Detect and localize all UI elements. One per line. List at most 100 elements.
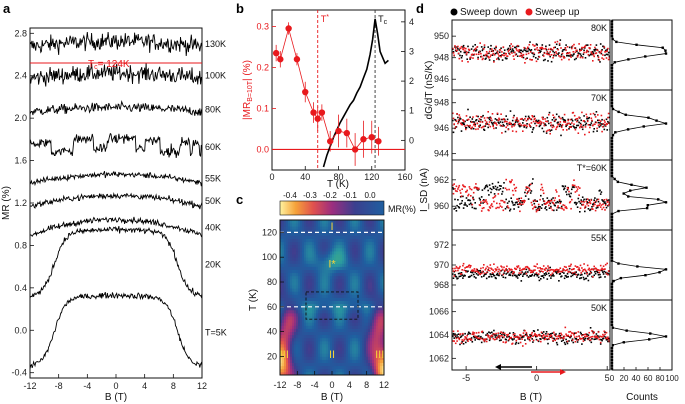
sweep-up-point <box>605 198 608 201</box>
x-tick-label: -8 <box>293 380 301 390</box>
heatmap-cell <box>348 303 351 308</box>
heatmap-cell <box>342 306 345 311</box>
heatmap-cell <box>376 241 379 246</box>
sweep-down-point <box>539 51 541 54</box>
sweep-down-point <box>504 276 507 279</box>
sweep-down-point <box>452 273 454 275</box>
sweep-up-point <box>584 268 586 271</box>
heatmap-cell <box>374 257 377 261</box>
heatmap-cell <box>324 322 327 326</box>
heatmap-cell <box>316 297 319 301</box>
heatmap-cell <box>376 353 379 357</box>
heatmap-cell <box>326 254 329 258</box>
heatmap-cell <box>348 322 351 326</box>
heatmap-cell <box>320 347 323 351</box>
sweep-down-point <box>491 182 494 185</box>
sweep-up-point <box>548 201 551 204</box>
heatmap-cell <box>300 359 303 363</box>
heatmap-cell <box>324 350 327 354</box>
heatmap-cell <box>280 247 283 252</box>
y-tick-label: 2.8 <box>14 28 27 38</box>
sweep-down-point <box>591 206 593 208</box>
sweep-up-point <box>579 125 582 128</box>
heatmap-cell <box>374 272 377 277</box>
heatmap-cell <box>360 331 363 336</box>
heatmap-cell <box>286 365 289 370</box>
heatmap-cell <box>354 244 357 249</box>
heatmap-cell <box>376 238 379 243</box>
heatmap-cell <box>352 288 355 292</box>
sweep-down-point <box>506 57 508 60</box>
heatmap-cell <box>364 235 367 239</box>
histogram-bin <box>655 119 658 122</box>
heatmap-cell <box>342 359 345 363</box>
sweep-down-point <box>461 274 463 276</box>
sweep-down-point <box>487 189 489 192</box>
heatmap-cell <box>356 229 359 233</box>
heatmap-cell <box>380 223 383 227</box>
heatmap-cell <box>332 316 335 320</box>
heatmap-cell <box>346 241 349 246</box>
y-tick-label: 970 <box>434 260 449 270</box>
histogram-bin <box>610 34 614 38</box>
sweep-up-point <box>473 332 476 334</box>
sweep-down-point <box>540 338 542 340</box>
heatmap-cell <box>338 229 341 233</box>
heatmap-cell <box>328 309 331 314</box>
heatmap-cell <box>340 334 343 339</box>
sweep-down-point <box>601 199 603 201</box>
histogram-bin <box>610 157 614 160</box>
sweep-down-point <box>498 189 500 191</box>
sweep-down-point <box>564 185 567 187</box>
heatmap-cell <box>318 266 321 270</box>
heatmap-cell <box>370 334 373 339</box>
heatmap-cell <box>296 340 299 345</box>
heatmap-cell <box>310 371 313 375</box>
heatmap-cell <box>284 347 287 351</box>
heatmap-cell <box>314 331 317 336</box>
heatmap-cell <box>378 306 381 311</box>
heatmap-cell <box>334 340 337 345</box>
heatmap-cell <box>362 365 365 370</box>
heatmap-cell <box>356 260 359 264</box>
sweep-down-point <box>594 48 597 50</box>
heatmap-cell <box>336 247 339 252</box>
heatmap-cell <box>374 365 377 370</box>
sweep-up-point <box>542 271 544 273</box>
heatmap-cell <box>290 368 293 373</box>
sweep-down-point <box>604 331 606 333</box>
heatmap-cell <box>294 347 297 351</box>
heatmap-cell <box>284 368 287 373</box>
histogram-bin <box>610 297 614 300</box>
sweep-down-point <box>572 341 575 344</box>
sweep-down-point <box>452 277 455 279</box>
heatmap-cell <box>288 223 291 227</box>
heatmap-cell <box>354 282 357 286</box>
heatmap-cell <box>334 306 337 311</box>
sweep-up-point <box>503 201 506 204</box>
heatmap-cell <box>348 334 351 339</box>
sweep-down-point <box>564 119 567 122</box>
sweep-down-point <box>562 185 564 188</box>
sweep-up-point <box>479 121 481 123</box>
heatmap-cell <box>290 244 293 249</box>
heatmap-cell <box>366 340 369 345</box>
sweep-down-point <box>566 193 568 196</box>
heatmap-cell <box>364 350 367 354</box>
sweep-down-point <box>480 271 482 274</box>
sweep-down-point <box>512 204 515 206</box>
sweep-down-point <box>551 332 554 334</box>
heatmap-cell <box>306 288 309 292</box>
heatmap-cell <box>346 319 349 323</box>
heatmap-cell <box>370 365 373 370</box>
sweep-down-point <box>564 343 567 346</box>
heatmap-cell <box>334 291 337 295</box>
sweep-up-point <box>574 51 577 53</box>
heatmap-cell <box>352 278 355 283</box>
heatmap-cell <box>380 344 383 348</box>
sweep-down-point <box>506 118 509 121</box>
heatmap-cell <box>382 229 384 233</box>
sweep-up-point <box>480 55 483 58</box>
sweep-down-point <box>467 51 470 54</box>
heatmap-cell <box>352 322 355 326</box>
